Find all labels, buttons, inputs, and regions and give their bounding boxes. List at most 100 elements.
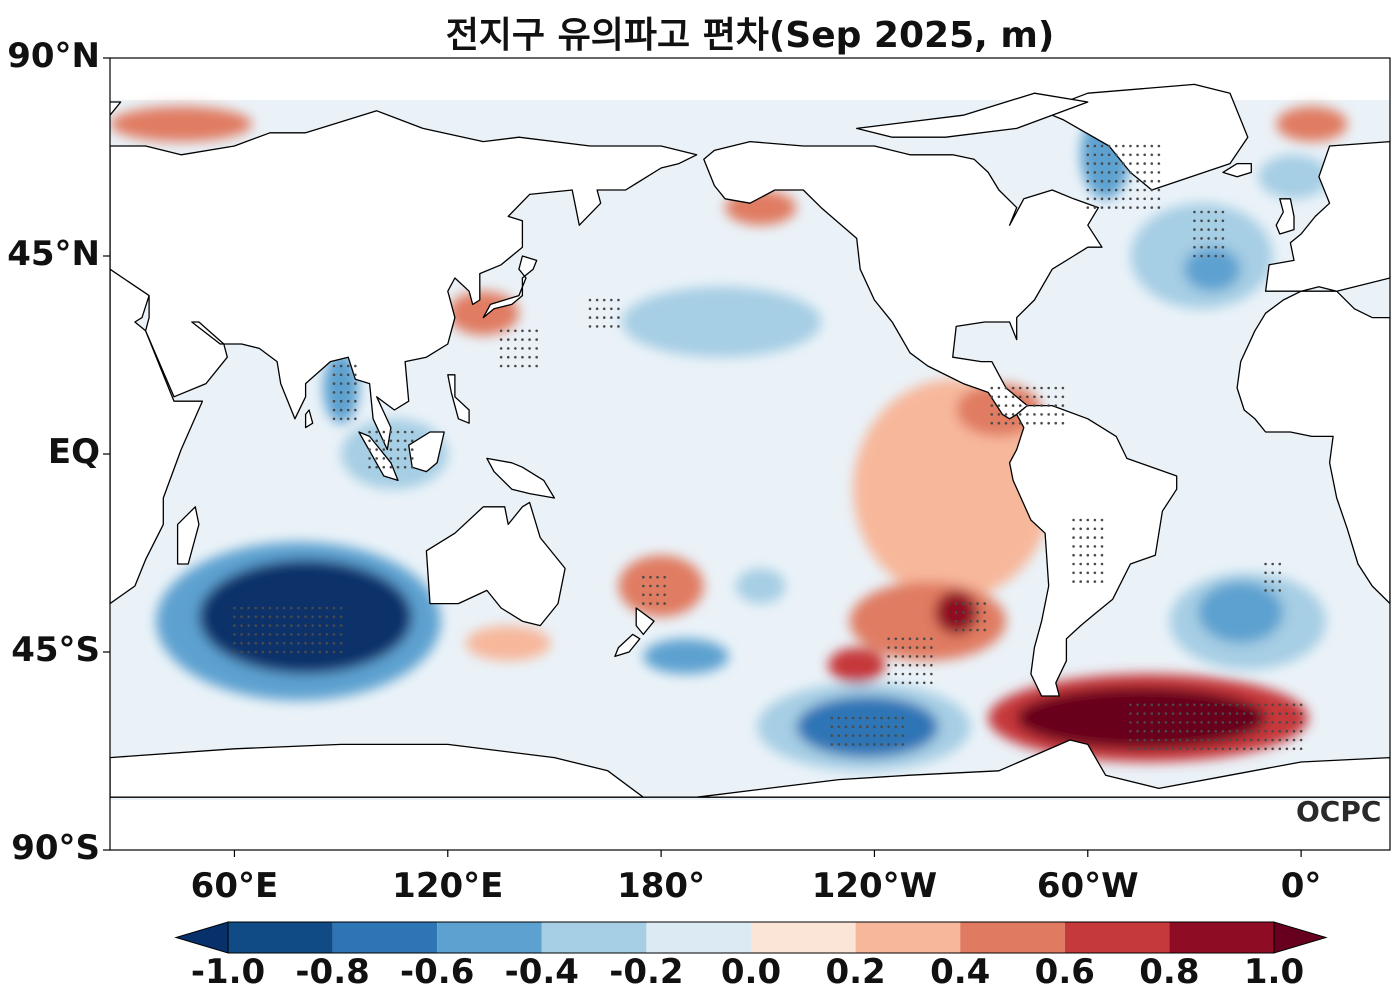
stipple-dot xyxy=(1235,721,1239,724)
stipple-dot xyxy=(1200,738,1203,742)
stipple-dot xyxy=(506,355,510,359)
stipple-dot xyxy=(368,430,371,434)
stipple-dot xyxy=(1122,206,1125,209)
stipple-dot xyxy=(1193,712,1196,715)
stipple-dot xyxy=(1221,721,1225,724)
land-iceland xyxy=(1222,162,1252,178)
stipple-dot xyxy=(1143,179,1146,183)
stipple-dot xyxy=(1285,729,1289,733)
stipple-dot xyxy=(254,650,258,654)
colorbar-tick-label: 1.0 xyxy=(1243,952,1305,992)
stipple-dot xyxy=(1235,747,1239,751)
stipple-dot xyxy=(1221,747,1225,751)
stipple-dot xyxy=(1186,729,1189,733)
stipple-dot xyxy=(403,457,407,460)
stipple-dot xyxy=(915,681,919,685)
stipple-dot xyxy=(976,611,979,614)
stipple-dot xyxy=(887,716,890,720)
stipple-dot xyxy=(830,725,834,729)
stipple-dot xyxy=(1054,395,1058,399)
lat-tick-label: 90°N xyxy=(7,36,100,76)
stipple-dot xyxy=(528,355,531,359)
stipple-dot xyxy=(930,672,933,676)
stipple-dot xyxy=(499,329,503,333)
stipple-dot xyxy=(1250,747,1253,751)
stipple-dot xyxy=(275,650,279,654)
stipple-dot xyxy=(254,633,258,636)
stipple-dot xyxy=(1033,386,1036,390)
stipple-dot xyxy=(1107,171,1111,174)
stipple-dot xyxy=(1157,197,1161,201)
stipple-dot xyxy=(1004,386,1008,390)
stipple-dot xyxy=(1086,206,1090,209)
stipple-dot xyxy=(1129,144,1132,148)
stipple-dot xyxy=(403,448,407,451)
stipple-dot xyxy=(1242,703,1246,707)
stipple-dot xyxy=(1186,738,1189,742)
stipple-dot xyxy=(1143,153,1146,157)
stipple-dot xyxy=(1143,144,1146,148)
stipple-dot xyxy=(339,399,343,403)
stipple-dot xyxy=(1242,712,1246,715)
stipple-dot xyxy=(656,575,659,579)
stipple-dot xyxy=(282,606,286,610)
stipple-dot xyxy=(887,646,890,649)
stipple-dot xyxy=(1171,738,1175,742)
map-title: 전지구 유의파고 편차(Sep 2025, m) xyxy=(445,15,1055,56)
stipple-dot xyxy=(339,615,343,619)
stipple-dot xyxy=(528,338,531,341)
stipple-dot xyxy=(332,382,336,385)
stipple-dot xyxy=(1228,747,1232,751)
stipple-dot xyxy=(602,298,606,302)
stipple-dot xyxy=(396,430,400,434)
stipple-dot xyxy=(521,329,524,333)
stipple-dot xyxy=(261,615,265,619)
stipple-dot xyxy=(1150,171,1154,174)
stipple-dot xyxy=(247,650,250,654)
stipple-dot xyxy=(887,672,890,676)
stipple-dot xyxy=(1100,179,1104,183)
stipple-dot xyxy=(1171,721,1175,724)
stipple-dot xyxy=(990,413,994,416)
stipple-dot xyxy=(1079,571,1082,575)
stipple-dot xyxy=(396,448,400,451)
stipple-dot xyxy=(1193,210,1196,214)
stipple-dot xyxy=(901,681,905,685)
stipple-dot xyxy=(887,637,890,641)
stipple-dot xyxy=(1054,404,1058,407)
stipple-dot xyxy=(1086,144,1090,148)
significance-stippling xyxy=(233,144,1303,751)
stipple-dot xyxy=(1136,729,1139,733)
stipple-dot xyxy=(1100,571,1104,575)
lon-tick-label: 0° xyxy=(1280,866,1322,906)
stipple-dot xyxy=(1086,188,1090,192)
stipple-dot xyxy=(1278,703,1282,707)
stipple-dot xyxy=(1285,747,1289,751)
coastlines xyxy=(110,83,1390,798)
stipple-dot xyxy=(521,338,524,341)
stipple-dot xyxy=(233,606,236,610)
stipple-dot xyxy=(642,584,645,588)
stipple-dot xyxy=(1018,386,1022,390)
stipple-dot xyxy=(1086,580,1090,583)
stipple-dot xyxy=(1264,747,1267,751)
stipple-dot xyxy=(1086,571,1090,575)
stipple-dot xyxy=(1193,721,1196,724)
stipple-dot xyxy=(1214,245,1218,249)
stipple-dot xyxy=(1136,747,1139,751)
stipple-dot xyxy=(1178,703,1182,707)
stipple-dot xyxy=(901,672,905,676)
land-philippines xyxy=(447,374,470,424)
stipple-dot xyxy=(887,655,890,658)
stipple-dot xyxy=(997,421,1001,425)
stipple-dot xyxy=(1200,245,1203,249)
stipple-dot xyxy=(1207,245,1210,249)
stipple-dot xyxy=(1221,210,1225,214)
stipple-dot xyxy=(521,347,524,350)
stipple-dot xyxy=(1157,721,1161,724)
stipple-dot xyxy=(873,734,876,737)
stipple-dot xyxy=(332,606,336,610)
stipple-dot xyxy=(1278,589,1282,592)
stipple-dot xyxy=(339,382,343,385)
stipple-dot xyxy=(990,421,994,425)
